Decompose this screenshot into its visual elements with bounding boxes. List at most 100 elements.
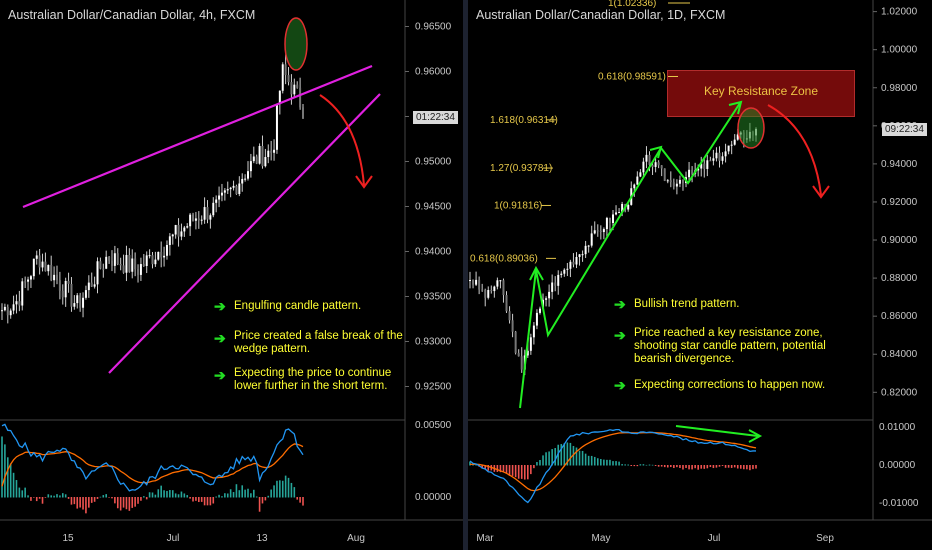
panel-divider[interactable] [463, 0, 468, 550]
y-tick-label: 0.92000 [881, 197, 918, 208]
macd-histogram-bar [563, 443, 566, 466]
y-tick-label: 0.90000 [881, 235, 918, 246]
divergence-arrow-line [675, 425, 759, 437]
candle-body [35, 255, 38, 259]
macd-histogram-bar [111, 497, 113, 499]
y-tick-label: 0.93000 [415, 337, 452, 348]
candle-body [508, 311, 511, 321]
x-tick-label: Aug [347, 533, 365, 544]
macd-histogram-bar [666, 465, 669, 468]
fib-level-label: 1(1.02336) [608, 0, 656, 9]
candle-body [174, 224, 177, 235]
candle-body [61, 290, 64, 298]
macd-histogram-bar [496, 465, 499, 472]
macd-histogram-bar [469, 461, 471, 466]
macd-histogram-bar [267, 495, 270, 498]
macd-histogram-bar [648, 464, 651, 466]
macd-histogram-bar [140, 497, 142, 501]
bearish-arrow-head [355, 175, 373, 189]
candle-body [218, 195, 221, 200]
macd-histogram-bar [581, 450, 584, 466]
candle-body [197, 218, 200, 221]
macd-histogram-bar [609, 459, 611, 466]
macd-histogram-bar [673, 465, 675, 469]
candle-body [44, 261, 47, 272]
fib-level-label: 1(0.91816) [494, 200, 542, 211]
candle-body [278, 90, 281, 105]
macd-histogram-bar [9, 463, 12, 498]
left-chart-svg[interactable]: 0.965000.960000.955000.950000.945000.940… [0, 0, 463, 550]
candle-body [241, 178, 244, 184]
macd-histogram-bar [536, 462, 538, 466]
candle-body [55, 274, 58, 281]
candle-body [590, 233, 593, 246]
fib-level-label: 0.618(0.89036) [470, 253, 538, 264]
candle-body [302, 107, 304, 119]
right-chart-panel[interactable]: Key Resistance Zone 1.02000 1.00000 0.9800… [468, 0, 932, 550]
x-tick-label: Sep [816, 533, 834, 544]
macd-histogram-bar [154, 494, 157, 498]
candle-body [715, 152, 718, 159]
macd-histogram-bar [273, 485, 275, 498]
candle-body [177, 224, 180, 237]
candle-body [572, 261, 575, 265]
macd-histogram-bar [636, 465, 639, 467]
candle-body [672, 182, 675, 187]
macd-histogram-bar [15, 480, 18, 498]
y-tick-label: 0.94500 [415, 202, 452, 213]
candle-body [660, 165, 663, 169]
candle-body [736, 134, 739, 140]
green-arrow-icon: ➔ [214, 367, 226, 383]
macd-signal-line [469, 431, 757, 492]
candle-body [21, 281, 24, 306]
x-tick-label: 15 [62, 533, 74, 544]
macd-y-tick-label: -0.01000 [879, 498, 919, 509]
fib-level-label: 1.618(0.96314) [490, 115, 558, 126]
candle-body [469, 280, 471, 282]
candle-body [76, 295, 79, 304]
candle-body [700, 163, 703, 169]
y-tick-label: 0.94000 [881, 159, 918, 170]
macd-histogram-bar [12, 472, 15, 498]
macd-histogram-bar [183, 493, 186, 498]
macd-histogram-bar [520, 465, 523, 479]
macd-histogram-bar [169, 489, 171, 498]
macd-histogram-bar [171, 490, 174, 498]
macd-histogram-bar [198, 497, 200, 503]
macd-histogram-bar [724, 465, 727, 468]
macd-histogram-bar [542, 455, 544, 466]
right-chart-svg[interactable]: 1.020001.000000.980000.960000.940000.920… [468, 0, 932, 550]
candle-body [290, 82, 293, 95]
left-chart-panel[interactable]: 0.965000.960000.955000.950000.945000.940… [0, 0, 463, 550]
candle-body [258, 146, 261, 164]
candle-body [32, 258, 35, 277]
candle-body [203, 207, 206, 220]
macd-histogram-bar [270, 489, 272, 498]
left-chart-title: Australian Dollar/Canadian Dollar, 4h, F… [8, 8, 256, 22]
macd-histogram-bar [163, 490, 165, 498]
macd-histogram-bar [676, 465, 678, 468]
macd-histogram-bar [18, 487, 21, 498]
macd-histogram-bar [572, 445, 575, 466]
macd-histogram-bar [33, 497, 35, 498]
macd-histogram-bar [642, 464, 645, 466]
candle-body [12, 304, 15, 311]
candle-body [200, 219, 203, 221]
candle-body [615, 212, 618, 215]
macd-histogram-bar [215, 496, 217, 498]
candle-body [612, 214, 614, 224]
macd-histogram-bar [718, 465, 721, 467]
candle-body [636, 176, 639, 185]
macd-histogram-bar [508, 465, 511, 476]
candle-body [293, 84, 296, 95]
candle-body [264, 157, 267, 167]
y-tick-label: 0.96000 [415, 67, 452, 78]
wedge-lower-line [108, 93, 381, 374]
y-tick-label: 0.88000 [881, 273, 918, 284]
candle-body [82, 297, 85, 308]
zigzag-arrow-head [529, 265, 544, 281]
candle-body [642, 161, 645, 173]
macd-histogram-bar [660, 465, 663, 467]
macd-histogram-bar [663, 465, 666, 468]
candle-body [235, 185, 238, 195]
